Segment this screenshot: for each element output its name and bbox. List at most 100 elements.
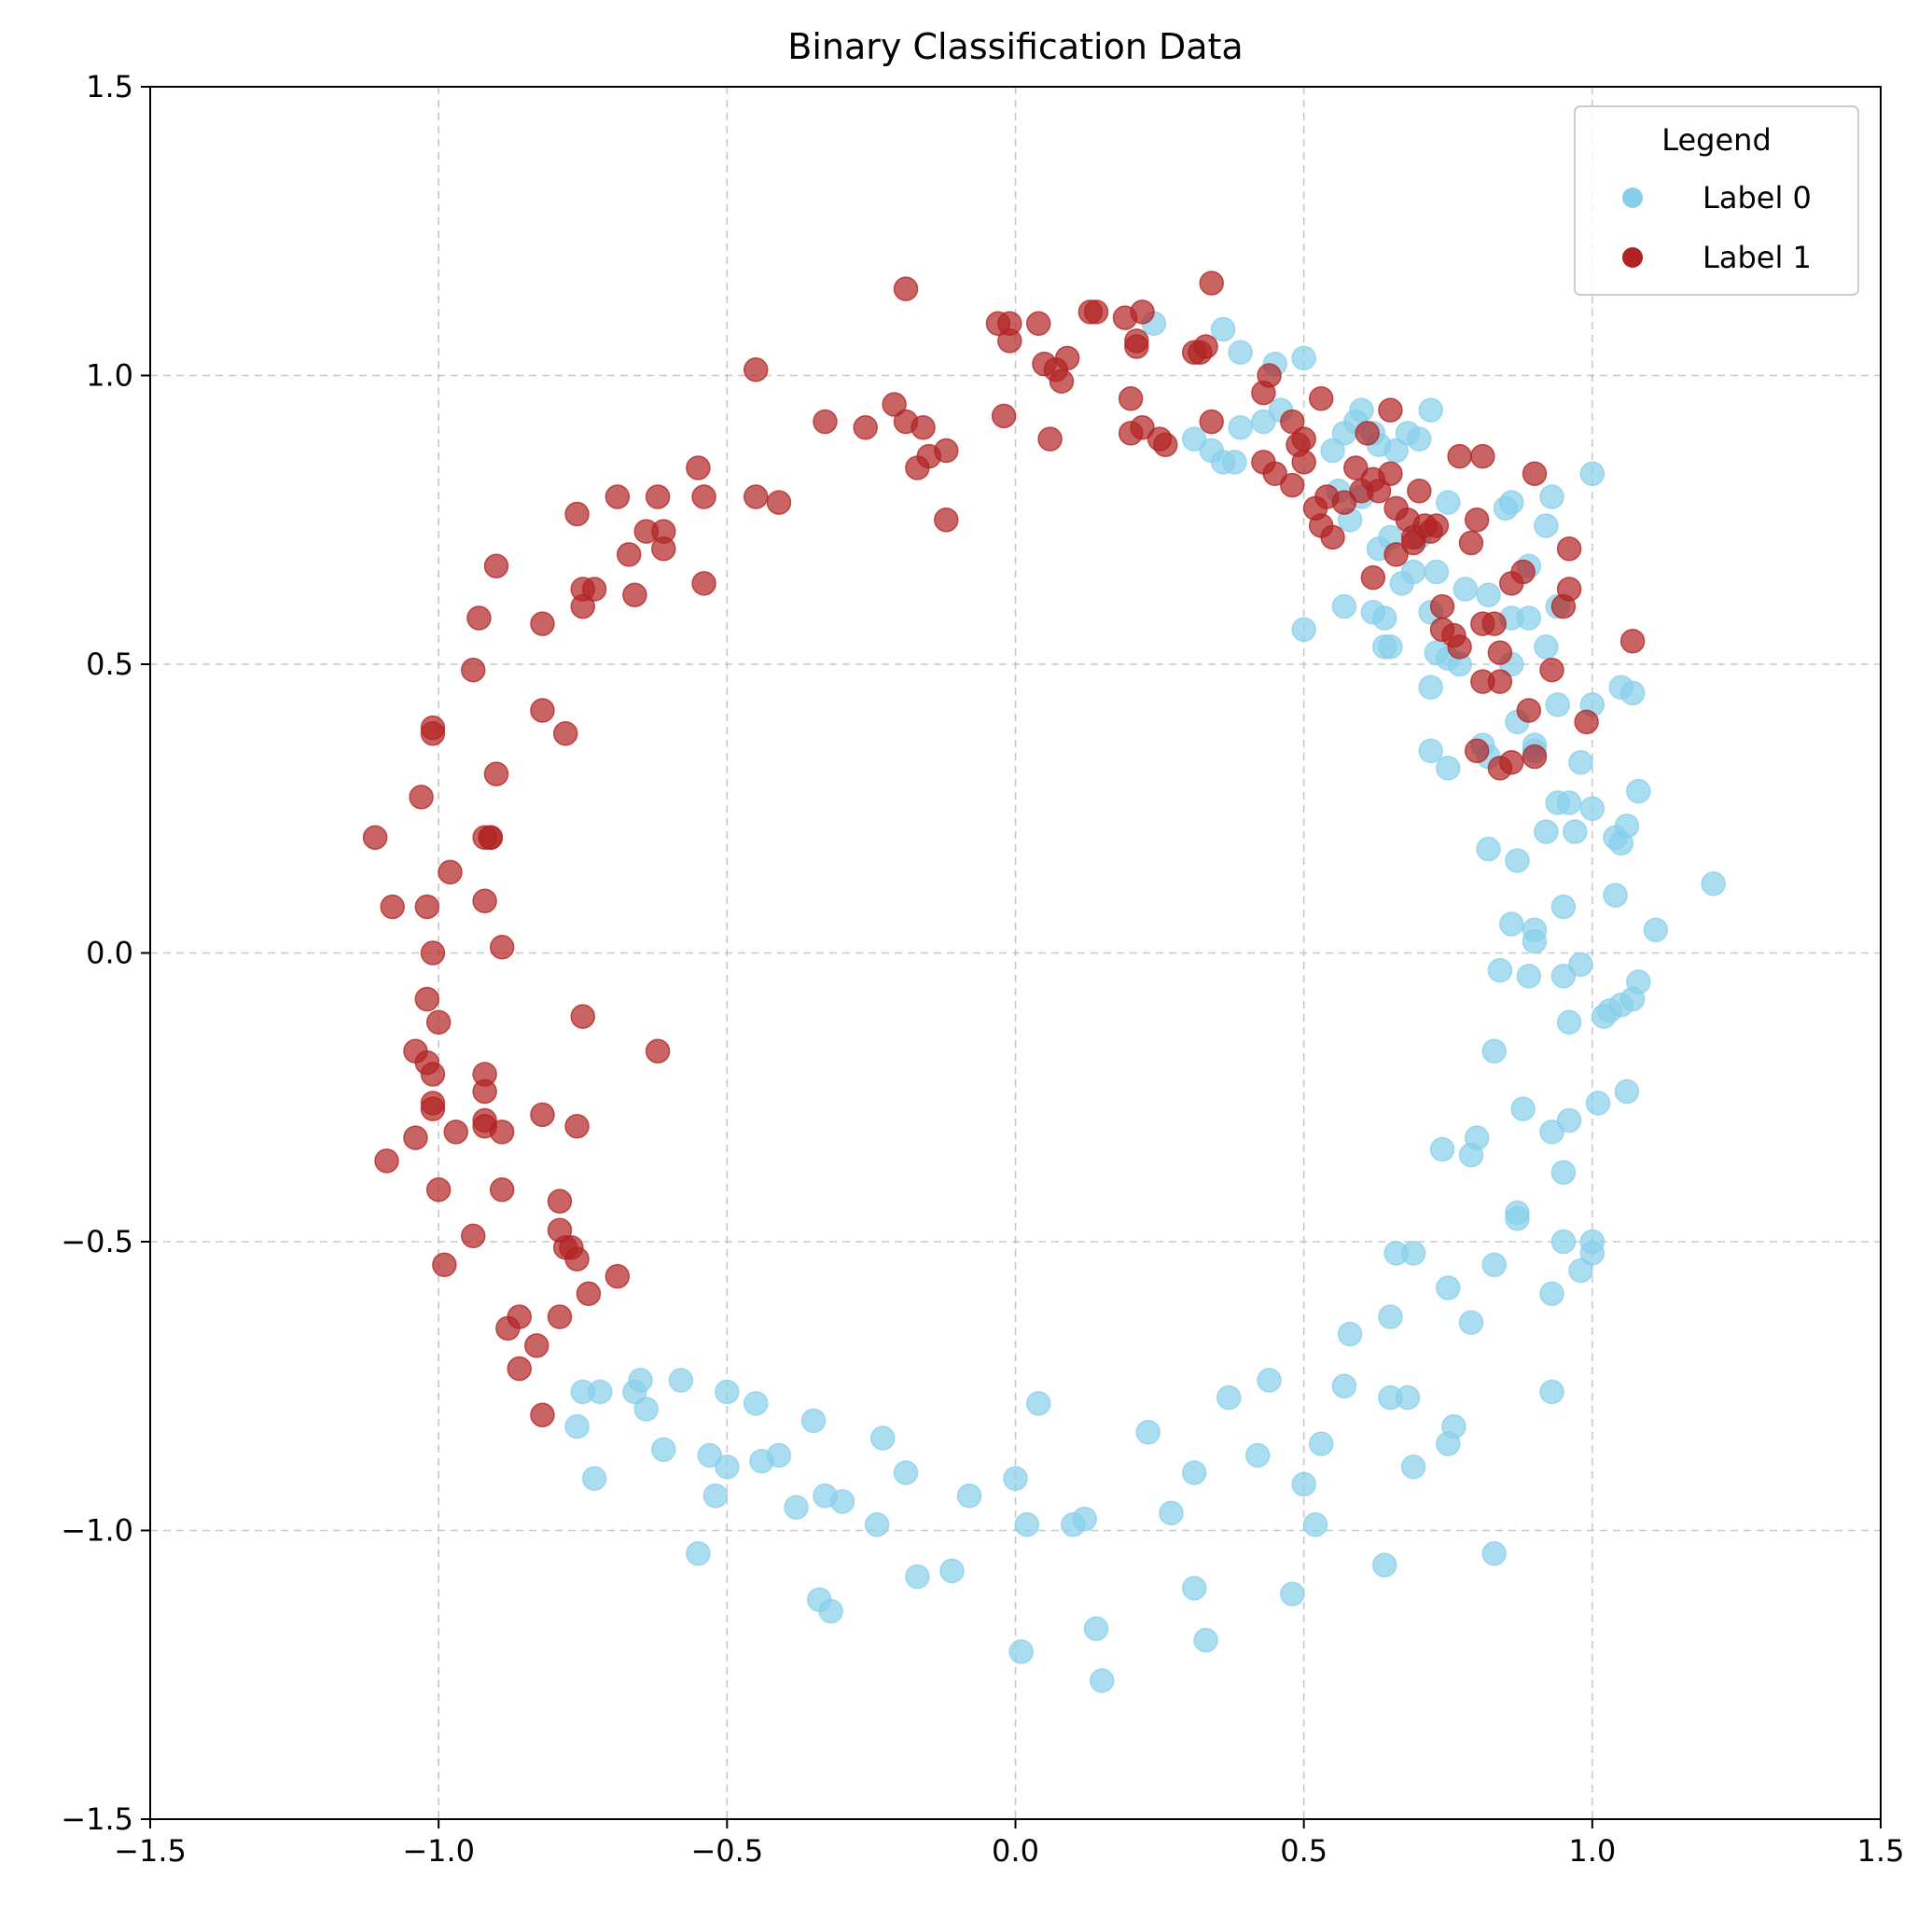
data-point-series-0 xyxy=(1280,1581,1305,1606)
data-point-series-1 xyxy=(1487,640,1513,665)
data-point-series-0 xyxy=(715,1454,740,1480)
data-point-series-0 xyxy=(1003,1466,1028,1492)
data-point-series-1 xyxy=(420,1096,446,1121)
data-point-series-0 xyxy=(1458,1142,1484,1168)
data-point-series-1 xyxy=(581,577,607,602)
data-point-series-0 xyxy=(1424,559,1450,585)
data-point-series-0 xyxy=(1476,836,1501,862)
data-point-series-1 xyxy=(1083,299,1109,325)
data-point-series-0 xyxy=(1556,1009,1582,1036)
data-point-series-1 xyxy=(461,1223,486,1249)
data-point-series-0 xyxy=(686,1541,711,1566)
axis-ticks: −1.5 −1.0 −0.5 0.0 0.5 1.0 1.5 −1.5 −1.0 −0.5 0.0 0… xyxy=(61,69,1904,1869)
data-point-series-1 xyxy=(1539,657,1564,683)
data-point-series-0 xyxy=(1550,1160,1577,1185)
data-point-series-0 xyxy=(633,1397,660,1422)
legend-label-0: Label 0 xyxy=(1703,180,1812,216)
data-point-series-1 xyxy=(1025,311,1051,337)
data-point-series-0 xyxy=(813,1483,838,1509)
data-point-series-1 xyxy=(530,611,555,636)
x-tick-label: −0.5 xyxy=(690,1833,763,1869)
data-point-series-1 xyxy=(1619,628,1646,654)
data-point-series-0 xyxy=(564,1413,590,1439)
data-point-series-1 xyxy=(1499,749,1524,775)
data-point-series-1 xyxy=(1516,698,1542,723)
data-point-series-0 xyxy=(1291,345,1316,371)
data-point-series-1 xyxy=(616,542,642,567)
data-point-series-1 xyxy=(691,571,716,596)
data-point-series-1 xyxy=(645,484,671,509)
data-point-series-0 xyxy=(1585,1091,1611,1116)
data-point-series-0 xyxy=(1331,1373,1357,1398)
data-point-series-1 xyxy=(1556,535,1582,562)
data-point-series-1 xyxy=(420,1062,446,1087)
data-point-series-0 xyxy=(1181,426,1207,452)
data-point-series-0 xyxy=(1481,1541,1507,1566)
legend-marker-label-1 xyxy=(1622,247,1643,268)
data-point-series-0 xyxy=(1407,426,1432,452)
data-point-series-1 xyxy=(1280,409,1305,435)
data-point-series-1 xyxy=(893,276,919,301)
data-point-series-0 xyxy=(1257,1368,1282,1393)
data-point-series-1 xyxy=(425,1009,452,1036)
data-point-series-1 xyxy=(564,501,590,527)
data-point-series-1 xyxy=(1343,455,1369,480)
data-point-series-0 xyxy=(1626,778,1651,804)
x-tick-label: 1.5 xyxy=(1857,1833,1905,1869)
data-point-series-0 xyxy=(1436,1275,1461,1300)
data-point-series-0 xyxy=(1481,1038,1507,1064)
data-point-series-0 xyxy=(1331,593,1357,619)
data-point-series-0 xyxy=(1135,1420,1161,1445)
data-point-series-0 xyxy=(1008,1639,1034,1664)
data-point-series-0 xyxy=(1499,490,1524,515)
data-point-series-1 xyxy=(414,986,440,1012)
data-point-series-0 xyxy=(1568,1258,1593,1284)
data-point-series-0 xyxy=(1614,1078,1640,1105)
data-point-series-0 xyxy=(1181,1576,1207,1601)
x-tick-label: 0.0 xyxy=(992,1833,1039,1869)
y-tick-label: 1.0 xyxy=(86,358,133,394)
data-point-series-1 xyxy=(461,657,486,683)
data-point-series-1 xyxy=(1262,461,1287,486)
data-point-series-1 xyxy=(362,825,388,850)
data-point-series-1 xyxy=(409,785,434,810)
data-point-series-0 xyxy=(1550,894,1577,920)
data-point-series-0 xyxy=(1545,692,1570,717)
data-point-series-1 xyxy=(432,1252,457,1278)
data-point-series-0 xyxy=(939,1558,965,1584)
data-point-series-0 xyxy=(1476,582,1501,607)
data-point-series-0 xyxy=(1418,397,1443,423)
data-point-series-0 xyxy=(1619,680,1646,706)
data-point-series-0 xyxy=(1534,634,1559,660)
data-point-series-0 xyxy=(1563,819,1588,844)
x-tick-label: −1.0 xyxy=(402,1833,475,1869)
data-point-series-0 xyxy=(622,1379,647,1405)
data-point-series-0 xyxy=(1418,738,1443,764)
data-point-series-0 xyxy=(864,1512,890,1537)
data-point-series-1 xyxy=(472,1078,497,1105)
data-point-series-1 xyxy=(1153,432,1178,458)
data-point-series-1 xyxy=(374,1148,399,1174)
data-point-series-0 xyxy=(1458,1310,1484,1335)
data-point-series-0 xyxy=(702,1483,729,1509)
data-point-series-0 xyxy=(1378,634,1403,660)
data-point-series-1 xyxy=(564,1246,590,1272)
data-point-series-0 xyxy=(800,1408,827,1434)
data-point-series-1 xyxy=(1037,426,1063,452)
data-point-series-0 xyxy=(1400,1454,1426,1480)
data-point-series-1 xyxy=(1447,634,1472,660)
data-point-series-1 xyxy=(495,1315,521,1342)
data-point-series-0 xyxy=(1550,964,1577,989)
data-point-series-1 xyxy=(403,1125,428,1150)
data-point-series-0 xyxy=(715,1379,740,1405)
data-point-series-0 xyxy=(1429,1136,1455,1162)
data-point-series-1 xyxy=(1378,397,1403,423)
data-point-series-0 xyxy=(1320,438,1345,464)
data-point-series-0 xyxy=(1487,957,1513,983)
data-point-series-1 xyxy=(1360,564,1386,591)
data-point-series-0 xyxy=(744,1391,769,1416)
data-point-series-0 xyxy=(818,1598,843,1624)
data-point-series-1 xyxy=(934,438,959,464)
data-point-series-0 xyxy=(1556,1107,1582,1133)
